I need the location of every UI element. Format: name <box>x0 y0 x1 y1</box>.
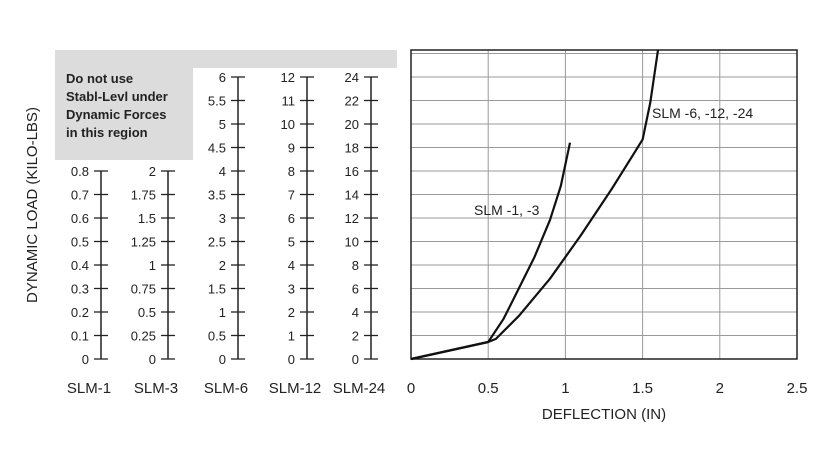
scale-tick-label: 1.75 <box>131 188 156 203</box>
scale-tick-label: 6 <box>288 211 295 226</box>
scale-tick-label: 0 <box>288 352 295 367</box>
scale-tick-label: 0.5 <box>208 329 226 344</box>
scale-tick-label: 8 <box>288 164 295 179</box>
scale-tick-label: 22 <box>345 94 359 109</box>
x-tick-label: 2 <box>716 380 724 397</box>
scale-tick-label: 2 <box>149 164 156 179</box>
scale-name: SLM-24 <box>333 380 386 397</box>
scale-tick-label: 14 <box>345 188 359 203</box>
scale-tick-label: 2 <box>219 258 226 273</box>
shaded-note-line: in this region <box>66 125 148 140</box>
scale-tick-label: 10 <box>345 235 359 250</box>
scale-tick-label: 2 <box>352 329 359 344</box>
scale-tick-label: 6 <box>219 70 226 85</box>
shaded-note-line: Dynamic Forces <box>66 107 166 122</box>
scale-tick-label: 20 <box>345 117 359 132</box>
scale-tick-label: 10 <box>281 117 295 132</box>
scale-tick-label: 4 <box>219 164 226 179</box>
shaded-note-line: Stabl-Levl under <box>66 89 168 104</box>
scale-slm-1: 0 0.1 0.2 0.3 0.4 0.5 0.6 0.7 0.8 SLM-1 <box>67 164 111 397</box>
x-tick-label: 2.5 <box>787 380 808 397</box>
shaded-region-note-box <box>55 50 193 160</box>
scale-name: SLM-3 <box>134 380 178 397</box>
scale-tick-label: 5 <box>288 235 295 250</box>
x-tick-label: 1 <box>561 380 569 397</box>
scale-name: SLM-1 <box>67 380 111 397</box>
scale-tick-label: 5.5 <box>208 94 226 109</box>
y-axis-label: DYNAMIC LOAD (KILO-LBS) <box>24 107 41 303</box>
scale-tick-label: 0.7 <box>71 188 89 203</box>
scale-tick-label: 7 <box>288 188 295 203</box>
shaded-note-line: Do not use <box>66 71 133 86</box>
scale-tick-label: 24 <box>345 70 359 85</box>
scale-tick-label: 0.25 <box>131 329 156 344</box>
series-line-1 <box>410 142 572 361</box>
series-layer <box>410 49 660 361</box>
scale-tick-label: 1 <box>288 329 295 344</box>
scale-slm-6: 0 0.5 1 1.5 2 2.5 3 3.5 4 4.5 5 5.5 6 SLM-6 <box>204 70 248 397</box>
scale-tick-label: 0.4 <box>71 258 89 273</box>
scale-tick-label: 12 <box>281 70 295 85</box>
scale-tick-label: 3.5 <box>208 188 226 203</box>
scale-tick-label: 12 <box>345 211 359 226</box>
scale-tick-label: 2 <box>288 305 295 320</box>
scale-tick-label: 0.5 <box>138 305 156 320</box>
scale-tick-label: 0 <box>352 352 359 367</box>
x-axis-label: DEFLECTION (IN) <box>542 406 666 423</box>
scale-tick-label: 16 <box>345 164 359 179</box>
load-scales: 0 0.1 0.2 0.3 0.4 0.5 0.6 0.7 0.8 SLM-1 0 0.25 0.5 0.… <box>67 70 385 397</box>
scale-tick-label: 0.5 <box>71 235 89 250</box>
scale-tick-label: 1.5 <box>138 211 156 226</box>
scale-tick-label: 4 <box>288 258 295 273</box>
plot-area <box>410 49 798 361</box>
scale-tick-label: 0.6 <box>71 211 89 226</box>
scale-name: SLM-6 <box>204 380 248 397</box>
scale-tick-label: 3 <box>219 211 226 226</box>
plot-frame <box>410 49 798 360</box>
x-tick-label: 0.5 <box>478 380 499 397</box>
scale-tick-label: 1.25 <box>131 235 156 250</box>
series-line-2 <box>410 49 660 361</box>
scale-slm-3: 0 0.25 0.5 0.75 1 1.25 1.5 1.75 2 SLM-3 <box>131 164 178 397</box>
scale-tick-label: 0.2 <box>71 305 89 320</box>
scale-tick-label: 0 <box>82 352 89 367</box>
scale-tick-label: 2.5 <box>208 235 226 250</box>
scale-tick-label: 4.5 <box>208 141 226 156</box>
scale-tick-label: 0 <box>219 352 226 367</box>
x-tick-labels: 0 0.5 1 1.5 2 2.5 <box>407 380 808 397</box>
scale-tick-label: 9 <box>288 141 295 156</box>
scale-tick-label: 0.8 <box>71 164 89 179</box>
scale-tick-label: 0.1 <box>71 329 89 344</box>
scale-tick-label: 0 <box>149 352 156 367</box>
scale-tick-label: 0.75 <box>131 282 156 297</box>
scale-tick-label: 8 <box>352 258 359 273</box>
scale-tick-label: 1 <box>149 258 156 273</box>
series-label-slm-1-3: SLM -1, -3 <box>474 202 540 218</box>
series-label-slm-6-12-24: SLM -6, -12, -24 <box>652 105 753 121</box>
grid <box>411 50 797 359</box>
scale-tick-label: 1 <box>219 305 226 320</box>
x-tick-label: 1.5 <box>632 380 653 397</box>
scale-tick-label: 6 <box>352 282 359 297</box>
scale-tick-label: 1.5 <box>208 282 226 297</box>
x-tick-label: 0 <box>407 380 415 397</box>
scale-tick-label: 11 <box>282 94 296 109</box>
scale-tick-label: 18 <box>345 141 359 156</box>
scale-tick-label: 4 <box>352 305 359 320</box>
scale-name: SLM-12 <box>269 380 322 397</box>
scale-tick-label: 5 <box>219 117 226 132</box>
scale-tick-label: 0.3 <box>71 282 89 297</box>
scale-tick-label: 3 <box>288 282 295 297</box>
